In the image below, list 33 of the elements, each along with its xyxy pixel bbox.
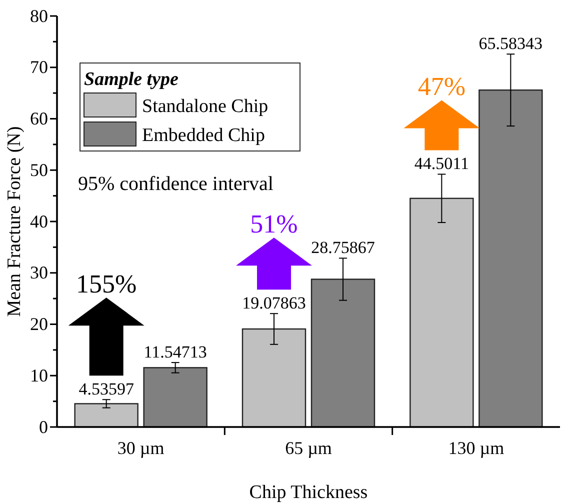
data-label: 44.5011 [414, 154, 469, 174]
data-label: 28.75867 [311, 238, 376, 258]
y-tick-label: 0 [39, 416, 48, 437]
y-tick-label: 60 [30, 108, 48, 129]
y-axis-title: Mean Fracture Force (N) [4, 126, 25, 317]
y-tick-label: 80 [30, 6, 48, 26]
data-label: 11.54713 [144, 342, 207, 362]
annotation: 51% [250, 210, 298, 239]
bar [310, 278, 376, 428]
x-tick-label: 65 µm [285, 438, 332, 458]
bar [242, 328, 306, 428]
annotation: 95% confidence interval [78, 173, 274, 195]
y-tick-label: 20 [30, 314, 48, 334]
data-label: 19.07863 [242, 294, 306, 313]
y-tick-label: 30 [30, 262, 48, 283]
y-tick-label: 10 [30, 365, 48, 386]
x-tick-label: 30 µm [117, 438, 164, 458]
y-tick-label: 40 [30, 211, 48, 232]
y-tick-label: 70 [30, 57, 48, 78]
legend-title: Sample type [84, 69, 180, 90]
bar [410, 198, 474, 428]
legend-label: Standalone Chip [142, 96, 268, 117]
bar [478, 89, 543, 428]
bar [74, 403, 138, 428]
y-tick-label: 50 [30, 160, 48, 180]
x-axis-title: Chip Thickness [249, 482, 368, 503]
annotation: 47% [418, 72, 466, 102]
legend-label: Embedded Chip [142, 125, 265, 146]
bar [143, 367, 208, 428]
x-tick-label: 130 µm [448, 438, 504, 458]
annotation: 155% [76, 270, 137, 299]
data-label: 65.58343 [478, 34, 543, 54]
data-label: 4.53597 [78, 380, 134, 399]
